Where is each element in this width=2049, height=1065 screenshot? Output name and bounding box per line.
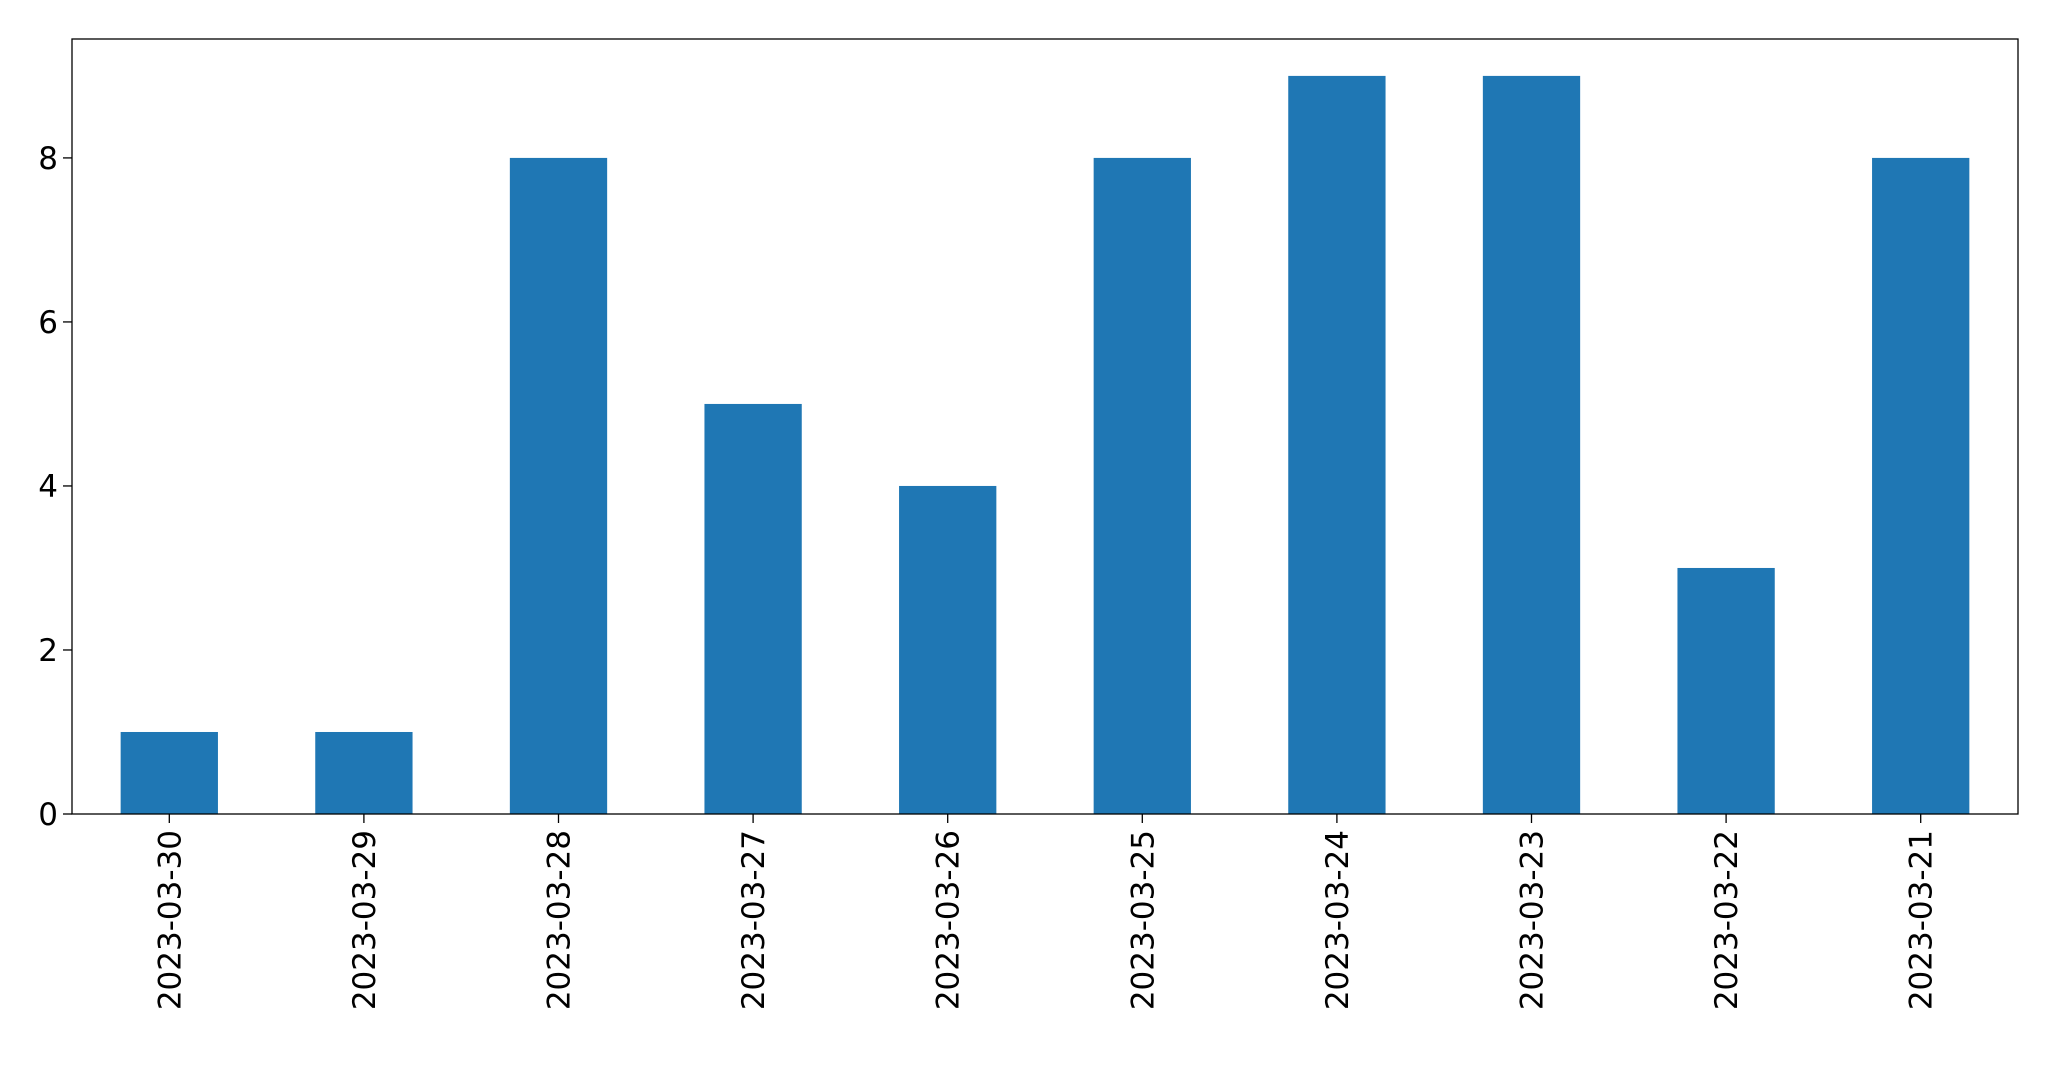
x-tick-label: 2023-03-28 — [542, 830, 578, 1010]
y-tick-label: 6 — [38, 305, 58, 341]
x-tick-label: 2023-03-27 — [736, 830, 772, 1010]
y-tick-label: 8 — [38, 141, 58, 177]
x-tick-label: 2023-03-23 — [1515, 830, 1551, 1010]
x-tick-label: 2023-03-29 — [347, 830, 383, 1010]
bar — [899, 485, 997, 814]
bar — [1093, 157, 1191, 814]
bar — [1872, 157, 1970, 814]
y-tick-label: 4 — [38, 469, 58, 505]
x-tick-label: 2023-03-22 — [1709, 830, 1745, 1010]
x-tick-label: 2023-03-25 — [1125, 830, 1161, 1010]
x-tick-label: 2023-03-30 — [152, 830, 188, 1010]
bar — [1677, 567, 1775, 814]
bar — [315, 731, 413, 814]
bar — [704, 403, 802, 814]
bar — [120, 731, 218, 814]
x-tick-label: 2023-03-26 — [931, 830, 967, 1010]
y-tick-label: 2 — [38, 633, 58, 669]
bar — [1482, 75, 1581, 814]
x-tick-label: 2023-03-24 — [1320, 830, 1356, 1010]
bar — [1288, 75, 1386, 814]
y-tick-label: 0 — [38, 797, 58, 833]
x-tick-label: 2023-03-21 — [1904, 830, 1940, 1010]
bar — [509, 157, 608, 814]
plot-frame — [71, 38, 2019, 815]
